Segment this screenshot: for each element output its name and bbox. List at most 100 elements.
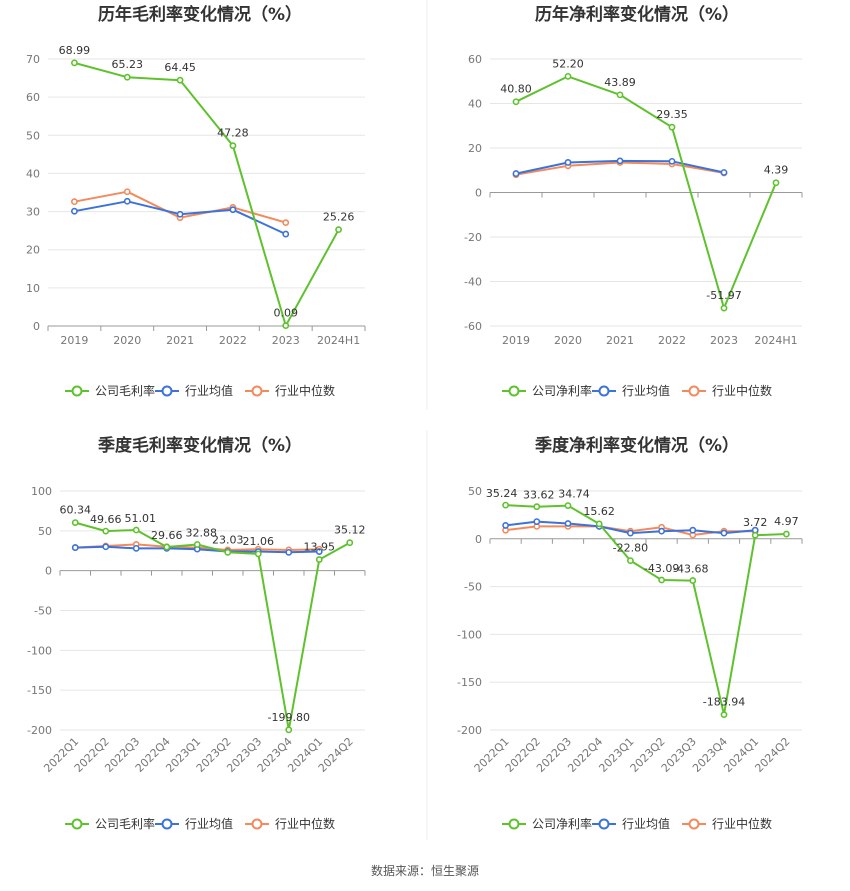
y-tick-label: -50 bbox=[34, 605, 52, 618]
data-label: -43.68 bbox=[673, 563, 708, 576]
data-point-company bbox=[502, 501, 509, 509]
data-label: -51.97 bbox=[706, 289, 741, 302]
x-tick-label: 2023 bbox=[272, 334, 300, 347]
data-point-company bbox=[176, 76, 184, 84]
data-point-avg bbox=[564, 159, 572, 166]
legend-label: 公司毛利率 bbox=[95, 383, 155, 398]
data-point-avg bbox=[533, 518, 541, 525]
data-point-company bbox=[102, 527, 110, 535]
data-point-avg bbox=[616, 157, 624, 165]
data-label: 40.80 bbox=[500, 83, 532, 96]
data-point-company bbox=[315, 556, 323, 563]
legend-item-avg[interactable]: 行业均值 bbox=[592, 816, 670, 831]
y-tick-label: 40 bbox=[468, 98, 482, 111]
x-tick-label: 2021 bbox=[166, 334, 194, 347]
y-tick-label: -200 bbox=[27, 724, 52, 737]
series-line-company bbox=[74, 61, 340, 327]
data-point-company bbox=[346, 539, 354, 547]
data-point-company bbox=[658, 576, 665, 584]
legend-label: 行业中位数 bbox=[712, 383, 772, 398]
legend-label: 行业中位数 bbox=[275, 383, 335, 398]
data-point-company bbox=[229, 142, 237, 150]
legend-item-median[interactable]: 行业中位数 bbox=[245, 816, 335, 831]
legend-label: 行业均值 bbox=[185, 383, 233, 398]
legend-label: 公司毛利率 bbox=[95, 816, 155, 831]
legend-item-median[interactable]: 行业中位数 bbox=[682, 816, 772, 831]
data-point-avg bbox=[502, 522, 509, 529]
data-label: 65.23 bbox=[112, 58, 144, 71]
data-point-company bbox=[193, 541, 201, 548]
data-source-note: 数据来源：恒生聚源 bbox=[370, 864, 479, 878]
data-point-company bbox=[627, 557, 634, 564]
legend-swatch-marker bbox=[161, 385, 173, 397]
y-tick-label: -100 bbox=[457, 628, 482, 641]
x-tick-label: 2022 bbox=[658, 334, 686, 347]
data-label: 4.97 bbox=[774, 515, 799, 528]
data-label: -199.80 bbox=[268, 711, 310, 724]
legend-item-avg[interactable]: 行业均值 bbox=[592, 383, 670, 398]
data-point-avg bbox=[658, 527, 665, 535]
data-point-company bbox=[720, 711, 728, 719]
data-point-company bbox=[564, 502, 572, 509]
y-tick-label: 0 bbox=[475, 187, 482, 200]
legend-item-company[interactable]: 公司毛利率 bbox=[65, 383, 155, 398]
legend-item-company[interactable]: 公司净利率 bbox=[502, 816, 592, 831]
data-point-company bbox=[689, 577, 697, 584]
data-point-avg bbox=[102, 543, 110, 551]
data-label: 13.95 bbox=[304, 541, 336, 554]
y-tick-label: 50 bbox=[26, 129, 40, 142]
data-label: 15.62 bbox=[583, 505, 615, 518]
y-tick-label: 10 bbox=[26, 282, 40, 295]
y-tick-label: 50 bbox=[38, 525, 52, 538]
data-point-company bbox=[132, 526, 140, 534]
data-point-company bbox=[720, 304, 728, 312]
legend-swatch-marker bbox=[161, 818, 173, 830]
x-tick-label: 2023 bbox=[710, 334, 738, 347]
y-tick-label: 50 bbox=[468, 485, 482, 498]
x-tick-label: 2022 bbox=[219, 334, 247, 347]
y-tick-label: 30 bbox=[26, 206, 40, 219]
data-point-avg bbox=[229, 206, 237, 214]
legend-item-median[interactable]: 行业中位数 bbox=[245, 383, 335, 398]
series-line-company bbox=[515, 75, 777, 310]
legend-label: 行业中位数 bbox=[275, 816, 335, 831]
data-label: 43.89 bbox=[604, 76, 636, 89]
data-label: 25.26 bbox=[323, 211, 355, 224]
y-tick-label: 60 bbox=[26, 91, 40, 104]
legend-swatch-marker bbox=[251, 385, 263, 397]
data-label: 32.88 bbox=[186, 526, 218, 539]
x-tick-label: 2021 bbox=[606, 334, 634, 347]
legend-item-avg[interactable]: 行业均值 bbox=[155, 816, 233, 831]
legend-item-avg[interactable]: 行业均值 bbox=[155, 383, 233, 398]
data-label: -22.80 bbox=[613, 542, 648, 555]
data-point-company bbox=[595, 520, 603, 528]
data-point-company bbox=[123, 73, 131, 81]
data-label: 3.72 bbox=[743, 516, 768, 529]
data-label: 21.06 bbox=[243, 535, 275, 548]
x-tick-label: 2024Q2 bbox=[752, 735, 792, 775]
series-line-company bbox=[505, 504, 787, 716]
chart-panel-3: 季度毛利率变化情况（%）-200-150-100-500501002022Q12… bbox=[27, 435, 366, 831]
y-tick-label: 40 bbox=[26, 167, 40, 180]
legend-item-company[interactable]: 公司净利率 bbox=[502, 383, 592, 398]
legend-swatch-marker bbox=[688, 818, 700, 830]
data-point-median bbox=[123, 188, 131, 196]
data-point-avg bbox=[285, 548, 293, 556]
data-label: 0.09 bbox=[274, 307, 299, 320]
data-label: 33.62 bbox=[523, 489, 555, 502]
legend-item-company[interactable]: 公司毛利率 bbox=[65, 816, 155, 831]
data-point-avg bbox=[71, 207, 78, 215]
y-tick-label: 20 bbox=[468, 142, 482, 155]
legend-swatch-marker bbox=[508, 385, 520, 397]
data-point-median bbox=[71, 198, 78, 206]
data-label: -183.94 bbox=[703, 696, 745, 709]
data-label: 35.12 bbox=[334, 524, 366, 537]
data-point-avg bbox=[512, 170, 520, 177]
y-tick-label: -60 bbox=[464, 320, 482, 333]
data-point-company bbox=[512, 98, 520, 106]
legend-item-median[interactable]: 行业中位数 bbox=[682, 383, 772, 398]
data-point-company bbox=[282, 322, 290, 330]
data-point-avg bbox=[71, 544, 79, 551]
legend-label: 公司净利率 bbox=[532, 816, 592, 831]
